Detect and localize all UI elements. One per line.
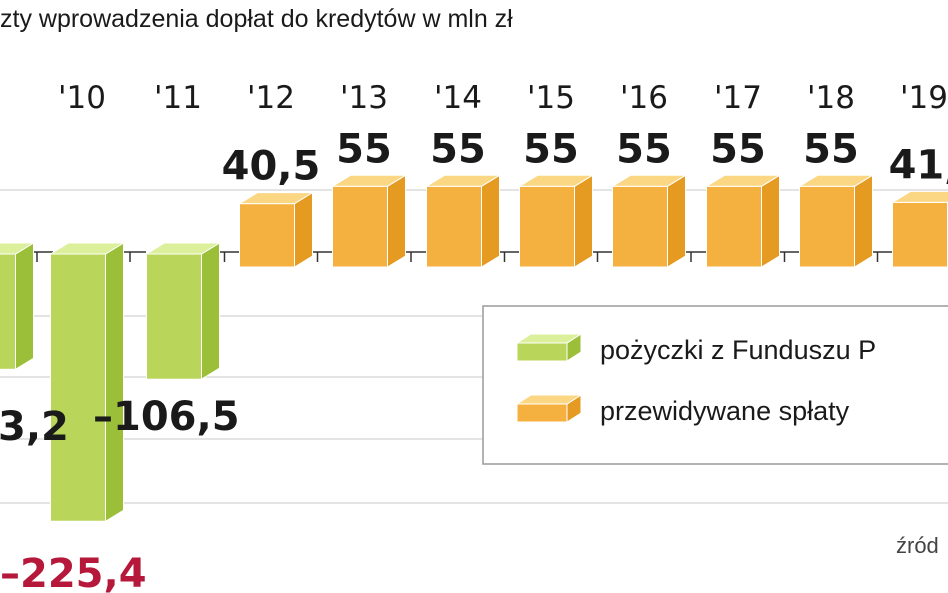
- value-label: 41,: [889, 142, 948, 188]
- value-label: 3,2: [0, 404, 69, 450]
- value-label: 55: [616, 126, 672, 172]
- year-label: '13: [340, 80, 388, 116]
- legend-box: [482, 305, 948, 465]
- year-label: '16: [620, 80, 668, 116]
- bar-loan: [48, 242, 126, 523]
- legend: pożyczki z Funduszu P przewidywane spłaty: [482, 305, 948, 465]
- bar-repayment: [704, 174, 782, 268]
- value-label: 55: [710, 126, 766, 172]
- bar-loan: [0, 242, 36, 371]
- bar-loan: [144, 242, 222, 381]
- year-label: '19: [900, 80, 948, 116]
- bar-repayment: [517, 174, 595, 268]
- bar-repayment: [797, 174, 875, 268]
- legend-item: przewidywane spłaty: [515, 394, 850, 426]
- value-label: 40,5: [222, 144, 321, 190]
- value-label: 55: [803, 126, 859, 172]
- legend-item: pożyczki z Funduszu P: [515, 333, 876, 365]
- bars: [0, 174, 948, 523]
- legend-label: przewidywane spłaty: [600, 396, 850, 426]
- source-label: źród: [896, 533, 939, 558]
- year-label: '15: [527, 80, 575, 116]
- year-labels: 9 '10 '11 '12 '13 '14 '15 '16 '17 '18 '19: [0, 80, 948, 116]
- year-label: 9: [0, 80, 2, 116]
- bar-repayment: [424, 174, 502, 268]
- value-label: 55: [430, 126, 486, 172]
- year-label: '18: [807, 80, 855, 116]
- value-label: 55: [336, 126, 392, 172]
- value-labels: 3,2 –225,4 –106,5 40,5 55 55 55 55 55 55 41,: [0, 126, 948, 593]
- value-label: –106,5: [93, 394, 240, 440]
- legend-label: pożyczki z Funduszu P: [600, 335, 876, 365]
- year-label: '17: [714, 80, 762, 116]
- value-label: 55: [523, 126, 579, 172]
- bar-repayment: [237, 191, 315, 268]
- year-label: '10: [58, 80, 106, 116]
- chart-title: zty wprowadzenia dopłat do kredytów w ml…: [0, 5, 513, 33]
- year-label: '11: [154, 80, 202, 116]
- value-label: –225,4: [0, 551, 147, 593]
- bar-repayment: [890, 190, 948, 268]
- year-label: '12: [247, 80, 295, 116]
- bar-repayment: [610, 174, 688, 268]
- bar-repayment: [330, 174, 408, 268]
- year-label: '14: [434, 80, 482, 116]
